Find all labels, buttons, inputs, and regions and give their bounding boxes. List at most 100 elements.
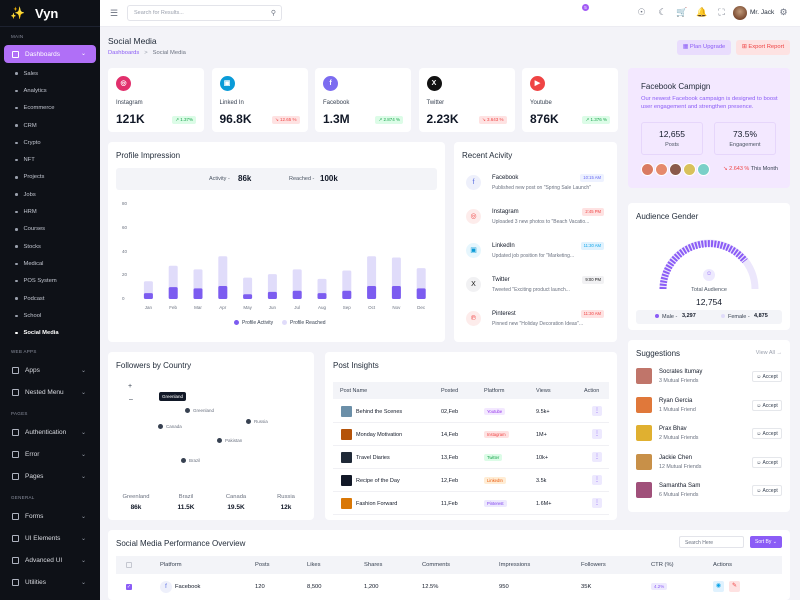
view-all-link[interactable]: View All → — [756, 350, 782, 356]
avatar[interactable] — [636, 396, 652, 413]
cart-icon[interactable]: 🛒 — [676, 7, 688, 17]
avatar[interactable] — [636, 453, 652, 470]
accept-button[interactable]: ☺ Accept — [752, 485, 782, 496]
accept-button[interactable]: ☺ Accept — [752, 371, 782, 382]
sidebar-item[interactable]: Forms ⌄ — [0, 506, 100, 528]
sidebar-item[interactable]: Pages ⌄ — [0, 466, 100, 488]
zoom-in-button[interactable]: + — [128, 383, 133, 390]
app-logo[interactable]: ✨ Vyn — [0, 0, 100, 27]
map-marker-russia[interactable] — [246, 419, 251, 424]
activity-item[interactable]: ℗ Pinterest Pinned new "Holiday Decoration… — [466, 308, 604, 338]
sidebar-subitem[interactable]: Crypto — [0, 134, 100, 151]
sidebar-subitem[interactable]: Sales — [0, 65, 100, 82]
bar-activity-nov[interactable] — [391, 285, 401, 299]
sidebar-item[interactable]: Utilities ⌄ — [0, 572, 100, 594]
bar-activity-jan[interactable] — [143, 293, 153, 299]
sidebar-subitem[interactable]: Stocks — [0, 238, 100, 255]
sidebar-item-dashboards[interactable]: Dashboards ⌄ — [4, 45, 96, 63]
sidebar-subitem[interactable]: School — [0, 307, 100, 324]
platform-badge: Twitter — [484, 454, 503, 461]
bar-activity-aug[interactable] — [317, 293, 327, 299]
user-name[interactable]: Mr. Jack — [750, 9, 775, 16]
bell-icon[interactable]: 🔔 — [696, 7, 708, 17]
more-options-icon[interactable]: ⋮ — [592, 475, 602, 485]
suggestion-name[interactable]: Samantha Sam — [659, 483, 701, 489]
activity-item[interactable]: X Twitter Tweeted "Exciting product launch… — [466, 274, 604, 304]
sidebar-subitem[interactable]: CRM — [0, 117, 100, 134]
legend-dot — [282, 320, 287, 325]
more-options-icon[interactable]: ⋮ — [592, 406, 602, 416]
breadcrumb-link[interactable]: Dashboards — [108, 50, 140, 56]
sidebar-subitem[interactable]: Medical — [0, 255, 100, 272]
settings-icon[interactable]: ⚙ — [779, 7, 788, 17]
plan-upgrade-button[interactable]: ▦ Plan Upgrade — [677, 40, 731, 55]
legend-item-reached[interactable]: Profile Reached — [282, 320, 326, 326]
sidebar-item[interactable]: Widgets⌄ — [0, 594, 100, 600]
select-all-checkbox[interactable] — [126, 562, 132, 568]
edit-icon[interactable]: ✎ — [729, 581, 740, 592]
sidebar-subitem[interactable]: Courses — [0, 221, 100, 238]
bar-activity-jul[interactable] — [292, 290, 302, 299]
breadcrumb-current: Social Media — [152, 50, 186, 56]
accept-button[interactable]: ☺ Accept — [752, 399, 782, 411]
bar-activity-sep[interactable] — [342, 290, 352, 299]
language-icon[interactable]: ☉ — [637, 7, 646, 17]
sidebar-item[interactable]: Apps ⌄ — [0, 360, 100, 382]
activity-item[interactable]: ▣ LinkedIn Updated job position for "Marke… — [466, 240, 604, 270]
sidebar-subitem[interactable]: Podcast — [0, 290, 100, 307]
sidebar-item[interactable]: UI Elements ⌄ — [0, 528, 100, 550]
export-report-button[interactable]: ⊞ Export Report — [736, 40, 790, 55]
bar-activity-oct[interactable] — [367, 285, 377, 299]
map-marker-greenland[interactable] — [185, 408, 190, 413]
sort-by-button[interactable]: Sort By ⌄ — [750, 536, 782, 548]
more-options-icon[interactable]: ⋮ — [592, 498, 602, 508]
accept-button[interactable]: ☺ Accept — [752, 456, 782, 468]
avatar[interactable] — [636, 368, 652, 384]
sidebar-subitem[interactable]: Jobs — [0, 186, 100, 203]
more-options-icon[interactable]: ⋮ — [592, 452, 602, 462]
sidebar-subitem[interactable]: Analytics — [0, 82, 100, 99]
suggestion-name[interactable]: Ryan Gercia — [659, 397, 693, 404]
sidebar-subitem[interactable]: Projects — [0, 169, 100, 186]
zoom-out-button[interactable]: – — [129, 396, 133, 403]
activity-description: Uploaded 3 new photos to "Beach Vacatio.… — [492, 219, 590, 225]
map-marker-brazil[interactable] — [181, 458, 186, 463]
sidebar-subitem[interactable]: HRM — [0, 203, 100, 220]
legend-item-activity[interactable]: Profile Activity — [234, 320, 273, 326]
activity-item[interactable]: f Facebook Published new post on "Spring S… — [466, 172, 604, 202]
bar-activity-jun[interactable] — [267, 291, 277, 299]
view-icon[interactable]: ◉ — [713, 581, 724, 592]
sidebar-subitem[interactable]: POS System — [0, 273, 100, 290]
menu-toggle-icon[interactable]: ☰ — [110, 8, 119, 18]
performance-search-input[interactable]: Search Here — [679, 536, 744, 548]
bar-activity-mar[interactable] — [193, 288, 203, 299]
search-input[interactable]: Search for Results... ⚲ — [127, 5, 282, 21]
avatar[interactable] — [636, 425, 652, 441]
search-icon[interactable]: ⚲ — [270, 10, 276, 17]
suggestion-name[interactable]: Jackie Chen — [659, 454, 693, 461]
row-checkbox[interactable]: ✓ — [126, 584, 132, 590]
avatar[interactable] — [636, 482, 652, 498]
sidebar-subitem[interactable]: Ecommerce — [0, 100, 100, 117]
activity-item[interactable]: ◎ Instagram Uploaded 3 new photos to "Beac… — [466, 206, 604, 236]
sidebar-item[interactable]: Advanced UI ⌄ — [0, 550, 100, 572]
sidebar-subitem[interactable]: NFT — [0, 151, 100, 168]
bar-activity-apr[interactable] — [218, 285, 228, 299]
accept-button[interactable]: ☺ Accept — [752, 428, 782, 439]
map-marker-pakistan[interactable] — [217, 438, 222, 443]
bar-activity-dec[interactable] — [416, 288, 426, 299]
sidebar-subitem[interactable]: Social Media — [0, 324, 100, 341]
sidebar-item[interactable]: Authentication ⌄ — [0, 422, 100, 444]
sidebar-item[interactable]: Nested Menu ⌄ — [0, 382, 100, 404]
suggestion-name[interactable]: Prax Bhav — [659, 426, 687, 432]
bar-reached-may[interactable] — [243, 277, 253, 299]
moon-icon[interactable]: ☾ — [658, 7, 667, 17]
map-marker-canada[interactable] — [158, 424, 163, 429]
sidebar-item[interactable]: Error ⌄ — [0, 444, 100, 466]
bar-activity-may[interactable] — [243, 294, 253, 299]
fullscreen-icon[interactable]: ⛶ — [718, 7, 725, 17]
more-options-icon[interactable]: ⋮ — [592, 429, 602, 439]
suggestion-name[interactable]: Socrates Itumay — [659, 369, 703, 375]
avatar[interactable] — [733, 6, 747, 20]
bar-activity-feb[interactable] — [168, 287, 178, 299]
